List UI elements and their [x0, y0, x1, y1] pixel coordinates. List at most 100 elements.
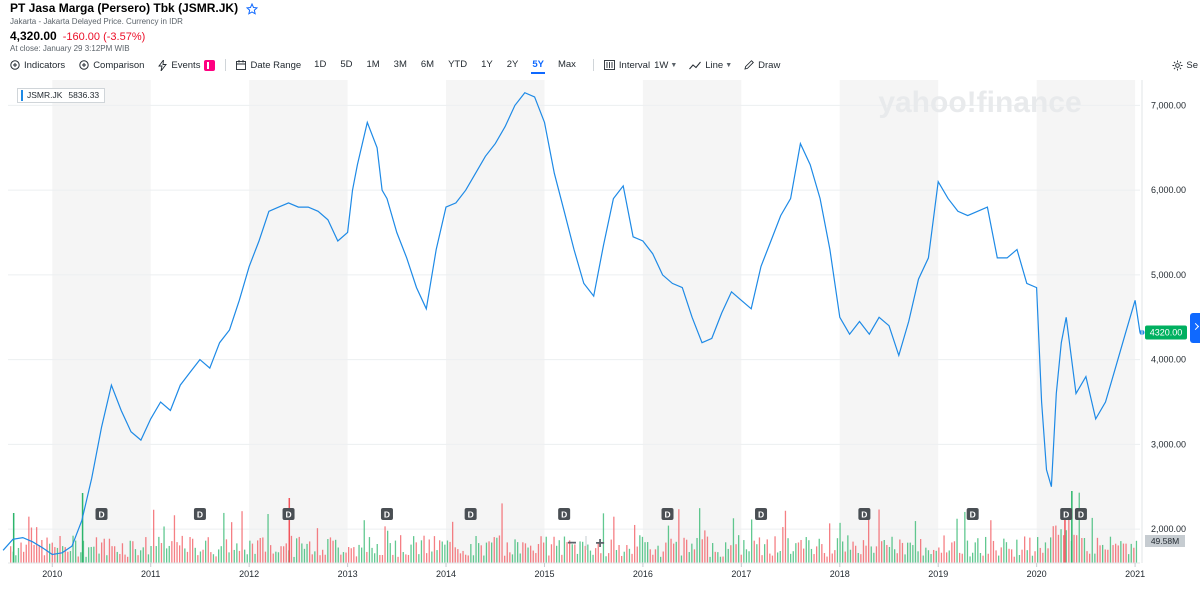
volume-bar: [444, 544, 446, 563]
volume-bar: [496, 537, 498, 563]
range-1y[interactable]: 1Y: [481, 59, 493, 70]
volume-bar: [748, 551, 750, 563]
volume-bar: [41, 539, 43, 563]
range-1d[interactable]: 1D: [314, 59, 327, 70]
volume-bar: [784, 510, 787, 563]
volume-bar: [1099, 545, 1101, 563]
chart-type-dropdown[interactable]: Line ▼: [689, 56, 732, 74]
range-5y[interactable]: 5Y: [531, 56, 545, 74]
interval-dropdown[interactable]: Interval 1W ▼: [603, 56, 677, 74]
volume-bar: [727, 548, 729, 563]
range-max[interactable]: Max: [557, 59, 576, 70]
volume-bar: [683, 537, 685, 563]
draw-button[interactable]: Draw: [744, 56, 780, 74]
volume-bar: [699, 508, 701, 563]
range-1m[interactable]: 1M: [366, 59, 380, 70]
volume-bar: [569, 540, 571, 563]
volume-bar: [582, 541, 584, 563]
volume-bar: [665, 542, 667, 563]
dividend-marker[interactable]: [661, 508, 674, 520]
volume-bar: [1029, 537, 1031, 563]
date-range-button[interactable]: Date Range: [236, 56, 301, 74]
volume-bar: [267, 514, 269, 563]
comparison-button[interactable]: Comparison: [79, 56, 144, 74]
volume-bar: [1073, 534, 1075, 563]
volume-bar: [194, 547, 196, 563]
series-legend[interactable]: JSMR.JK 5836.33: [17, 88, 106, 103]
volume-bar: [238, 550, 241, 563]
volume-bar: [914, 521, 917, 563]
dividend-marker[interactable]: [1060, 508, 1073, 520]
volume-bar: [662, 551, 664, 563]
zoom-in-button[interactable]: +: [595, 535, 604, 552]
dividend-marker[interactable]: [558, 508, 571, 520]
volume-bar: [1021, 549, 1023, 563]
year-band: [1036, 80, 1136, 563]
range-5d[interactable]: 5D: [340, 59, 353, 70]
volume-bar: [293, 556, 295, 563]
dividend-marker[interactable]: [755, 508, 768, 520]
dividend-marker[interactable]: [282, 508, 295, 520]
volume-bar: [280, 546, 282, 563]
volume-bar: [449, 541, 451, 563]
range-ytd[interactable]: YTD: [448, 59, 468, 70]
volume-bar: [691, 543, 693, 563]
volume-bar: [693, 549, 696, 563]
dividend-marker[interactable]: [858, 508, 871, 520]
dividend-marker[interactable]: [464, 508, 477, 520]
volume-bar: [485, 542, 488, 563]
range-6m[interactable]: 6M: [420, 59, 435, 70]
settings-button[interactable]: Se: [1172, 60, 1198, 71]
volume-bar: [792, 551, 794, 563]
dividend-marker-label: D: [1063, 510, 1069, 520]
volume-bar: [532, 550, 534, 563]
x-tick-label: 2017: [731, 569, 751, 579]
volume-bar: [353, 547, 355, 563]
events-button[interactable]: Events: [158, 56, 216, 74]
zoom-out-button[interactable]: −: [567, 535, 576, 552]
volume-bar: [166, 548, 168, 563]
volume-bar: [1076, 535, 1078, 563]
volume-bar: [1042, 552, 1044, 563]
price-line[interactable]: [2, 91, 1141, 556]
dividend-marker-label: D: [970, 510, 976, 520]
volume-bar: [912, 545, 914, 563]
volume-bar: [860, 554, 862, 563]
volume-bar: [1083, 538, 1086, 563]
volume-bar: [602, 513, 605, 563]
chart-area[interactable]: yahoo!finance D D D D D D D D D D D D − +2,000.00 3,000…: [0, 78, 1200, 590]
y-tick-label: 4,000.00: [1151, 355, 1186, 365]
volume-bar: [589, 550, 592, 563]
expand-panel-tab[interactable]: [1190, 313, 1200, 343]
volume-bar: [610, 539, 612, 563]
volume-bar: [990, 520, 992, 563]
volume-bar: [457, 549, 459, 563]
volume-bar: [522, 542, 524, 563]
volume-bar: [961, 553, 963, 563]
volume-bar: [719, 556, 722, 563]
volume-bar: [514, 539, 516, 563]
volume-bar: [400, 535, 402, 563]
dividend-marker-label: D: [98, 510, 104, 520]
dividend-marker[interactable]: [193, 508, 206, 520]
dividend-marker[interactable]: [1074, 508, 1087, 520]
volume-bar: [475, 536, 477, 563]
volume-bar: [257, 540, 259, 563]
range-3m[interactable]: 3M: [393, 59, 407, 70]
quote-header: PT Jasa Marga (Persero) Tbk (JSMR.JK) Ja…: [10, 0, 610, 53]
indicators-button[interactable]: Indicators: [10, 56, 65, 74]
star-icon[interactable]: [245, 2, 259, 15]
volume-bar: [150, 546, 152, 563]
volume-bar: [465, 554, 467, 563]
dividend-marker[interactable]: [966, 508, 979, 520]
volume-bar: [787, 538, 789, 563]
volume-bar: [740, 554, 742, 563]
volume-bar: [735, 544, 737, 563]
range-2y[interactable]: 2Y: [506, 59, 519, 70]
dividend-marker[interactable]: [95, 508, 108, 520]
volume-bar: [774, 536, 776, 563]
volume-bar: [241, 511, 243, 563]
dividend-marker[interactable]: [380, 508, 393, 520]
dividend-marker-label: D: [664, 510, 670, 520]
